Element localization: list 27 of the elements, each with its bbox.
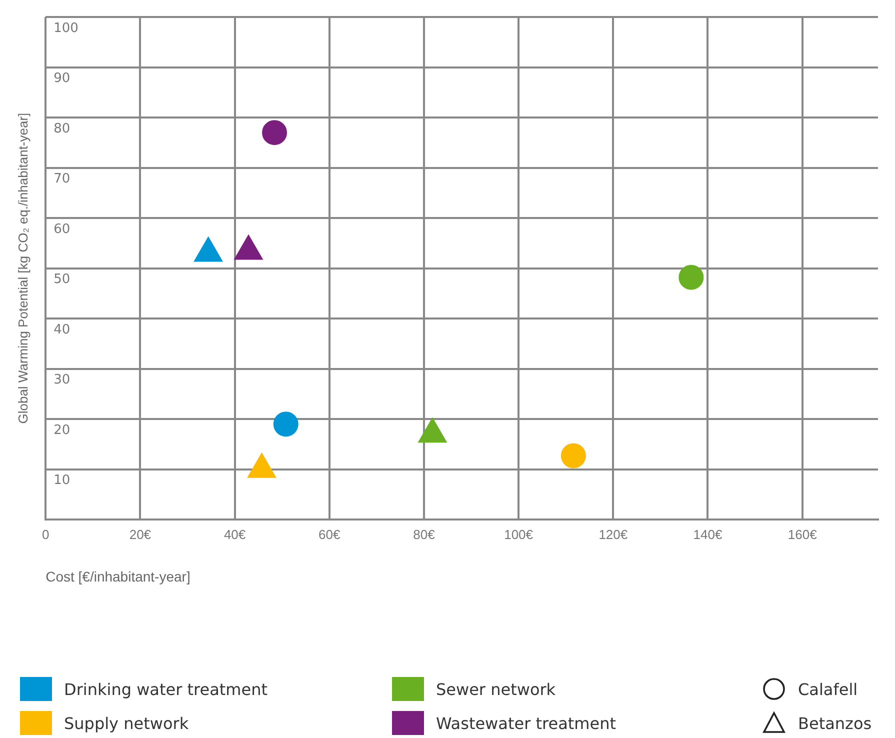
legend-label: Betanzos <box>798 714 872 732</box>
y-tick-label: 100 <box>54 20 78 36</box>
y-tick-label: 40 <box>54 322 70 338</box>
legend-label: Sewer network <box>436 680 556 698</box>
x-tick-label: 80€ <box>413 526 436 542</box>
x-tick-label: 140€ <box>693 526 723 542</box>
y-tick-label: 80 <box>54 121 70 136</box>
x-axis-title: Cost [€/inhabitant-year] <box>46 568 190 584</box>
y-tick-label: 50 <box>54 272 70 288</box>
x-tick-label: 100€ <box>504 526 534 542</box>
x-tick-label: 120€ <box>598 526 628 542</box>
x-tick-label: 160€ <box>788 526 818 542</box>
legend-label: Wastewater treatment <box>436 714 616 732</box>
y-axis-title: Global Warming Potential [kg CO₂ eq./inhabitant-year] <box>15 112 30 424</box>
x-tick-label: 0 <box>42 526 50 542</box>
x-tick-label: 40€ <box>224 526 246 542</box>
y-tick-label: 10 <box>54 473 70 488</box>
y-tick-label: 90 <box>54 71 70 86</box>
legend-label: Drinking water treatment <box>64 680 268 698</box>
legend-label: Calafell <box>798 680 858 698</box>
y-tick-label: 70 <box>54 172 70 187</box>
y-tick-label: 20 <box>54 422 70 438</box>
y-tick-label: 60 <box>54 222 70 237</box>
x-tick-label: 20€ <box>129 526 152 542</box>
x-tick-label: 60€ <box>318 526 341 542</box>
y-tick-label: 30 <box>54 372 70 388</box>
legend-label: Supply network <box>64 714 189 732</box>
